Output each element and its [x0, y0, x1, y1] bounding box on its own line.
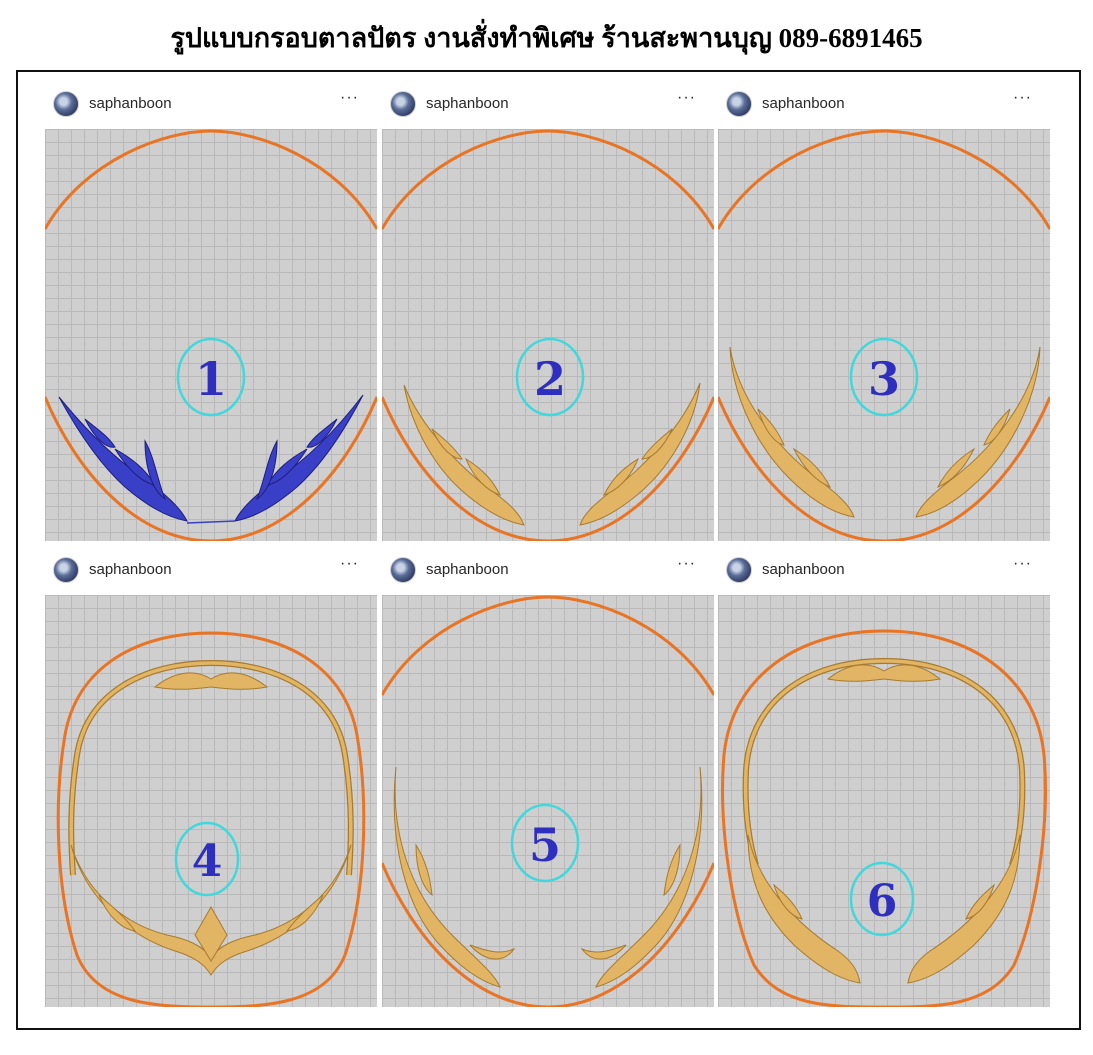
frame-outline [721, 629, 1047, 1007]
ornament-right [907, 834, 1021, 984]
post-header: saphanboon ··· [382, 77, 714, 129]
ornament-left [58, 396, 188, 522]
design-drawing: 3 [718, 129, 1050, 541]
number-circle [849, 337, 919, 417]
avatar-icon[interactable] [390, 91, 416, 117]
more-options-icon[interactable]: ··· [340, 89, 359, 106]
ornament-left [403, 384, 525, 526]
username[interactable]: saphanboon [89, 561, 172, 578]
frame-outline-bottom [718, 396, 1050, 541]
inner-frame [210, 660, 354, 876]
frame-outline [718, 129, 1050, 230]
post-2[interactable]: saphanboon ··· 2 [382, 77, 714, 543]
avatar-icon[interactable] [390, 557, 416, 583]
post-header: saphanboon ··· [718, 77, 1050, 129]
ornament-left [729, 346, 855, 518]
inner-frame [883, 659, 1025, 866]
post-6[interactable]: saphanboon ··· [718, 543, 1050, 1009]
number-circle [515, 337, 585, 417]
inner-frame [883, 658, 1026, 866]
design-drawing: 4 [56, 631, 366, 1007]
design-canvas: 3 [718, 129, 1050, 541]
inner-frame [210, 661, 353, 876]
top-ornament [826, 664, 942, 682]
design-canvas: 2 [382, 129, 714, 541]
more-options-icon[interactable]: ··· [677, 555, 696, 572]
avatar-icon[interactable] [53, 91, 79, 117]
design-canvas: 1 [45, 129, 377, 541]
frame-outline [56, 631, 366, 1007]
ornament-right [915, 346, 1041, 518]
design-canvas: 5 [382, 595, 714, 1007]
number-circle [510, 803, 580, 883]
ornament-right [580, 766, 703, 988]
more-options-icon[interactable]: ··· [340, 555, 359, 572]
design-drawing: 6 [721, 629, 1047, 1007]
design-drawing: 5 [382, 595, 714, 1007]
page-title: รูปแบบกรอบตาลปัตร งานสั่งทำพิเศษ ร้านสะพ… [170, 23, 923, 53]
ornament-right [234, 394, 364, 522]
post-5[interactable]: saphanboon ··· 5 [382, 543, 714, 1009]
frame-outline-bottom [382, 396, 714, 541]
frame-outline-bottom [45, 396, 377, 541]
number-circle [174, 821, 240, 897]
inner-frame [742, 658, 885, 866]
number-circle [176, 337, 246, 417]
more-options-icon[interactable]: ··· [1013, 555, 1032, 572]
post-header: saphanboon ··· [382, 543, 714, 595]
avatar-icon[interactable] [726, 91, 752, 117]
design-number: 2 [534, 352, 566, 406]
post-4[interactable]: saphanboon ··· 4 [45, 543, 377, 1009]
username[interactable]: saphanboon [426, 561, 509, 578]
username[interactable]: saphanboon [762, 561, 845, 578]
frame-outline [382, 129, 714, 230]
more-options-icon[interactable]: ··· [677, 89, 696, 106]
username[interactable]: saphanboon [762, 95, 845, 112]
inner-frame [68, 660, 212, 876]
number-circle [849, 861, 915, 937]
design-number: 5 [529, 818, 561, 872]
design-canvas: 4 [45, 595, 377, 1007]
username[interactable]: saphanboon [89, 95, 172, 112]
post-header: saphanboon ··· [718, 543, 1050, 595]
post-header: saphanboon ··· [45, 543, 377, 595]
username[interactable]: saphanboon [426, 95, 509, 112]
top-ornament [153, 672, 269, 690]
design-number: 1 [195, 352, 227, 406]
design-number: 3 [868, 352, 900, 406]
frame-outline-bottom [382, 862, 714, 1007]
avatar-icon[interactable] [726, 557, 752, 583]
post-3[interactable]: saphanboon ··· 3 [718, 77, 1050, 543]
design-canvas: 6 [718, 595, 1050, 1007]
post-1[interactable]: saphanboon ··· [45, 77, 377, 543]
more-options-icon[interactable]: ··· [1013, 89, 1032, 106]
frame-outline [45, 129, 377, 230]
ornament-bottom [70, 844, 352, 976]
ornament-right [579, 382, 701, 526]
design-drawing: 1 [45, 129, 377, 541]
frame-outline [382, 595, 714, 696]
inner-frame [743, 659, 885, 866]
post-header: saphanboon ··· [45, 77, 377, 129]
design-drawing: 2 [382, 129, 714, 541]
design-number: 4 [192, 836, 223, 887]
inner-frame [69, 661, 212, 876]
connector-line [186, 520, 236, 524]
design-number: 6 [867, 876, 898, 927]
ornament-left [393, 766, 516, 988]
avatar-icon[interactable] [53, 557, 79, 583]
ornament-left [747, 834, 861, 984]
collage-frame: saphanboon ··· [16, 70, 1081, 1030]
